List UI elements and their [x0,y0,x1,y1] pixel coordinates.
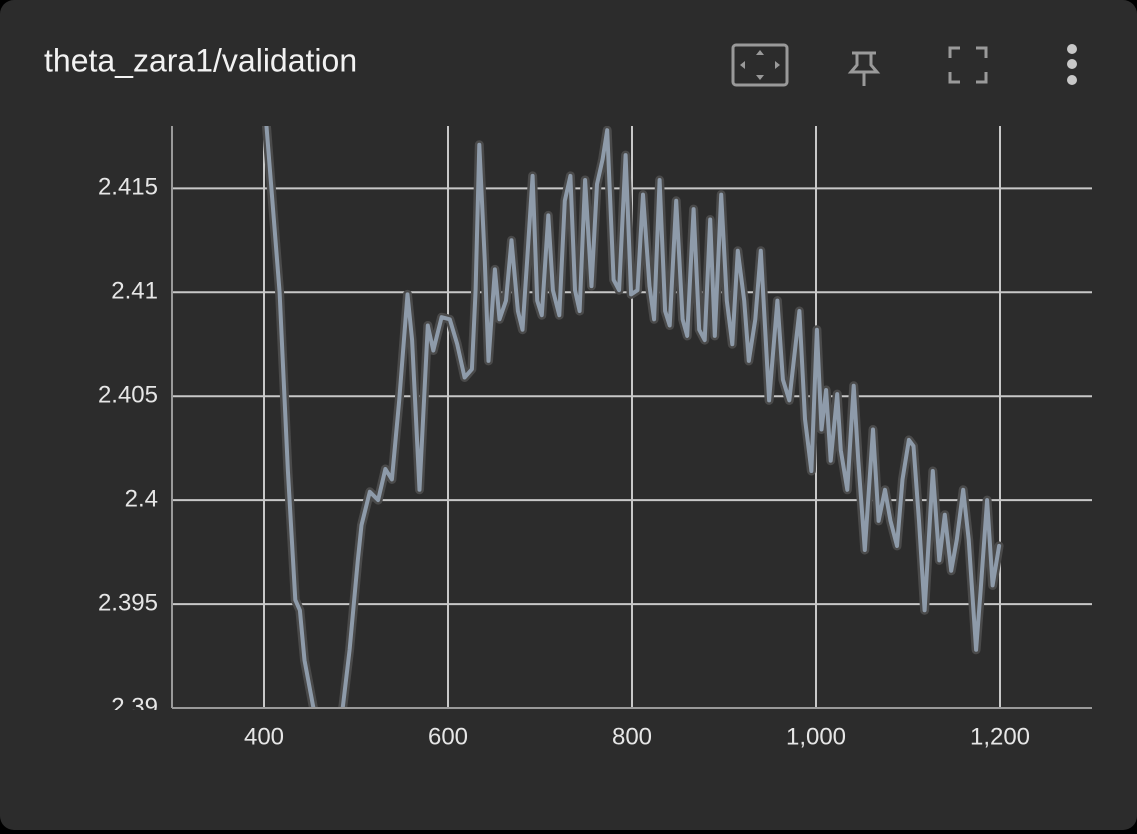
x-tick-label: 600 [428,723,468,750]
y-tick-label: 2.4 [125,485,158,512]
more-button[interactable] [1067,44,1077,85]
y-tick-label: 2.405 [98,382,158,409]
y-tick-label: 2.41 [111,278,158,305]
chart-title: theta_zara1/validation [44,42,357,78]
smoothed-line [264,126,1002,708]
pin-button[interactable] [847,51,881,86]
y-tick-label: 2.395 [98,589,158,616]
x-tick-label: 1,000 [786,723,846,750]
toolbar [731,43,1077,87]
x-tick-label: 1,200 [970,723,1030,750]
y-tick-label: 2.39 [111,693,158,720]
y-tick-label: 2.415 [98,174,158,201]
x-tick-label: 400 [244,723,284,750]
fit-domain-button[interactable] [731,43,789,87]
x-tick-label: 800 [612,723,652,750]
fullscreen-button[interactable] [948,46,988,84]
